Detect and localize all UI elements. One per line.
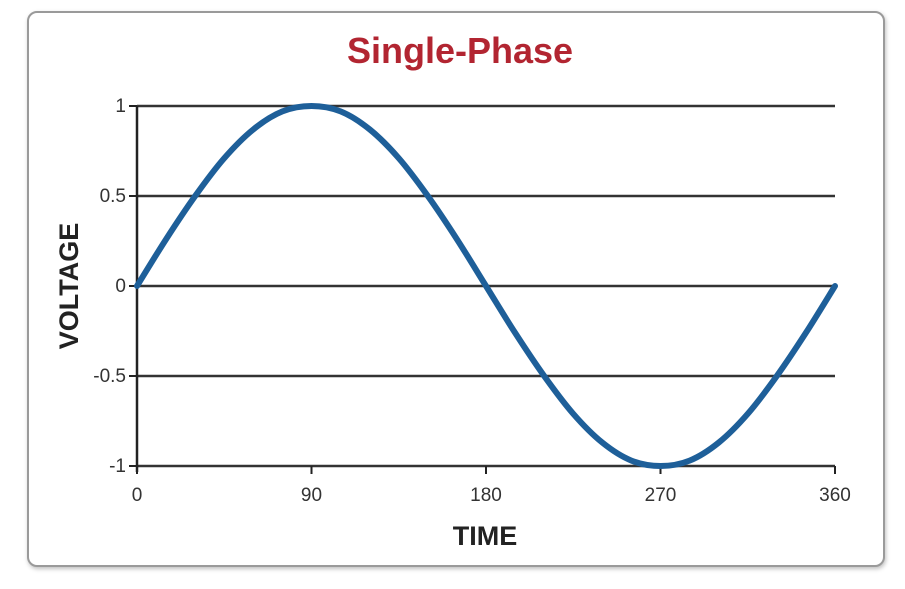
x-tick-label: 180 <box>470 485 502 506</box>
y-axis-label: VOLTAGE <box>54 223 84 350</box>
x-axis-label: TIME <box>453 521 518 551</box>
x-tick-label: 0 <box>132 485 143 506</box>
series-layer <box>134 102 838 470</box>
chart-title: Single-Phase <box>347 30 573 71</box>
y-tick-label: 1 <box>115 96 126 117</box>
x-tick-labels: 0 90 180 270 360 <box>132 466 851 506</box>
y-tick-label: -0.5 <box>93 366 126 387</box>
series-line <box>134 102 838 470</box>
chart-frame <box>27 11 885 567</box>
y-tick-label: -1 <box>109 456 126 477</box>
x-tick-label: 270 <box>645 485 677 506</box>
x-tick-label: 90 <box>301 485 322 506</box>
y-tick-label: 0 <box>115 276 126 297</box>
y-tick-label: 0.5 <box>100 186 126 207</box>
x-tick-label: 360 <box>819 485 851 506</box>
y-tick-labels: 1 0.5 0 -0.5 -1 <box>93 96 137 477</box>
